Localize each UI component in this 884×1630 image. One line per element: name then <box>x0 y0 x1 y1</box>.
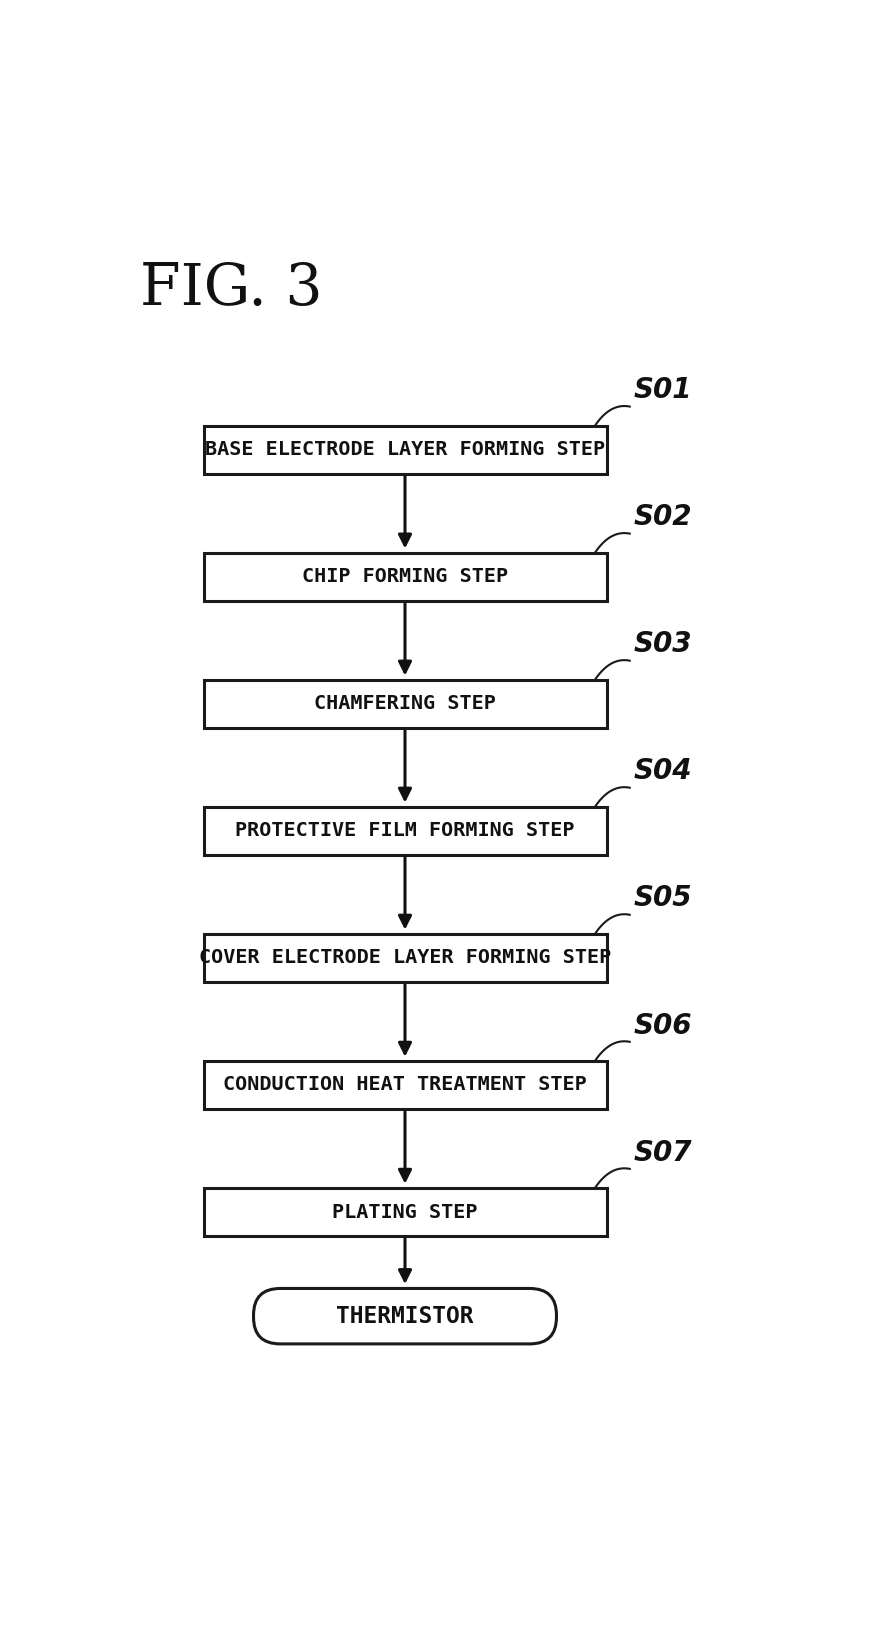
Text: PROTECTIVE FILM FORMING STEP: PROTECTIVE FILM FORMING STEP <box>235 822 575 841</box>
Text: S05: S05 <box>634 885 692 913</box>
Text: COVER ELECTRODE LAYER FORMING STEP: COVER ELECTRODE LAYER FORMING STEP <box>199 949 611 967</box>
Bar <box>203 1188 606 1236</box>
Text: CHAMFERING STEP: CHAMFERING STEP <box>314 694 496 714</box>
Bar <box>203 425 606 474</box>
Text: S07: S07 <box>634 1139 692 1167</box>
Text: S06: S06 <box>634 1012 692 1040</box>
Text: S04: S04 <box>634 758 692 786</box>
FancyBboxPatch shape <box>254 1288 556 1343</box>
Text: FIG. 3: FIG. 3 <box>140 261 323 318</box>
Text: BASE ELECTRODE LAYER FORMING STEP: BASE ELECTRODE LAYER FORMING STEP <box>205 440 605 460</box>
Text: CHIP FORMING STEP: CHIP FORMING STEP <box>302 567 508 587</box>
Bar <box>203 680 606 727</box>
Text: THERMISTOR: THERMISTOR <box>336 1304 474 1328</box>
Text: S03: S03 <box>634 631 692 659</box>
Bar <box>203 807 606 854</box>
Text: PLATING STEP: PLATING STEP <box>332 1203 477 1221</box>
Text: CONDUCTION HEAT TREATMENT STEP: CONDUCTION HEAT TREATMENT STEP <box>223 1076 587 1094</box>
Text: S01: S01 <box>634 377 692 404</box>
Bar <box>203 934 606 981</box>
Bar <box>203 553 606 600</box>
Bar <box>203 1061 606 1108</box>
Text: S02: S02 <box>634 504 692 531</box>
